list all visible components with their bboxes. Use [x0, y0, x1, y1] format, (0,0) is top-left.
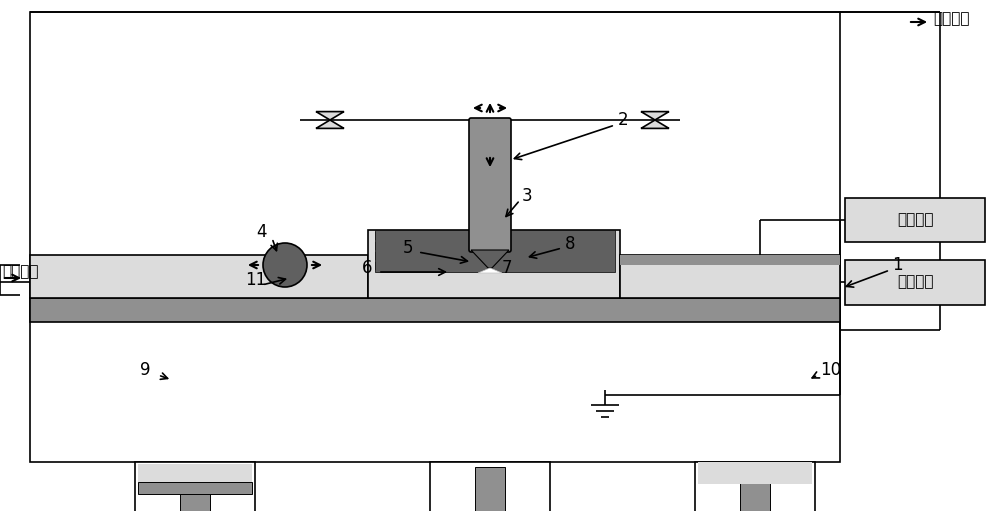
Polygon shape	[316, 111, 344, 120]
Text: 2: 2	[618, 111, 629, 129]
Polygon shape	[478, 268, 502, 273]
Bar	[30, 298, 840, 322]
Bar	[430, 462, 550, 511]
Bar	[620, 255, 840, 265]
Bar	[740, 467, 770, 511]
Bar	[30, 12, 840, 462]
Text: 6: 6	[362, 259, 372, 277]
Bar	[620, 255, 840, 298]
Bar	[135, 462, 255, 511]
Text: 7: 7	[502, 259, 512, 277]
Text: 5: 5	[403, 239, 414, 257]
Text: 直流电源: 直流电源	[897, 274, 933, 290]
Polygon shape	[641, 120, 669, 128]
Text: 10: 10	[820, 361, 841, 379]
Text: 限流电阻: 限流电阻	[897, 213, 933, 227]
Text: 保护气体: 保护气体	[2, 265, 38, 280]
Text: 1: 1	[892, 256, 903, 274]
Bar	[375, 230, 615, 272]
Text: 11: 11	[245, 271, 266, 289]
Bar	[375, 232, 615, 240]
Bar	[695, 462, 815, 511]
Bar	[138, 482, 252, 494]
Bar	[368, 230, 620, 298]
Bar	[30, 255, 368, 298]
Bar	[475, 467, 505, 511]
Bar	[375, 242, 615, 250]
Bar	[845, 260, 985, 305]
Text: 4: 4	[256, 223, 266, 241]
FancyBboxPatch shape	[469, 118, 511, 252]
Text: 9: 9	[140, 361, 150, 379]
Polygon shape	[641, 111, 669, 120]
Bar	[698, 462, 812, 484]
Text: 8: 8	[565, 235, 576, 253]
Bar	[138, 464, 252, 482]
Polygon shape	[471, 250, 509, 268]
Bar	[375, 252, 615, 260]
Circle shape	[263, 243, 307, 287]
Bar	[375, 262, 615, 270]
Polygon shape	[316, 120, 344, 128]
Bar	[180, 494, 210, 511]
Bar	[845, 198, 985, 242]
Text: 3: 3	[522, 187, 533, 205]
Text: 保护气体: 保护气体	[933, 12, 970, 27]
